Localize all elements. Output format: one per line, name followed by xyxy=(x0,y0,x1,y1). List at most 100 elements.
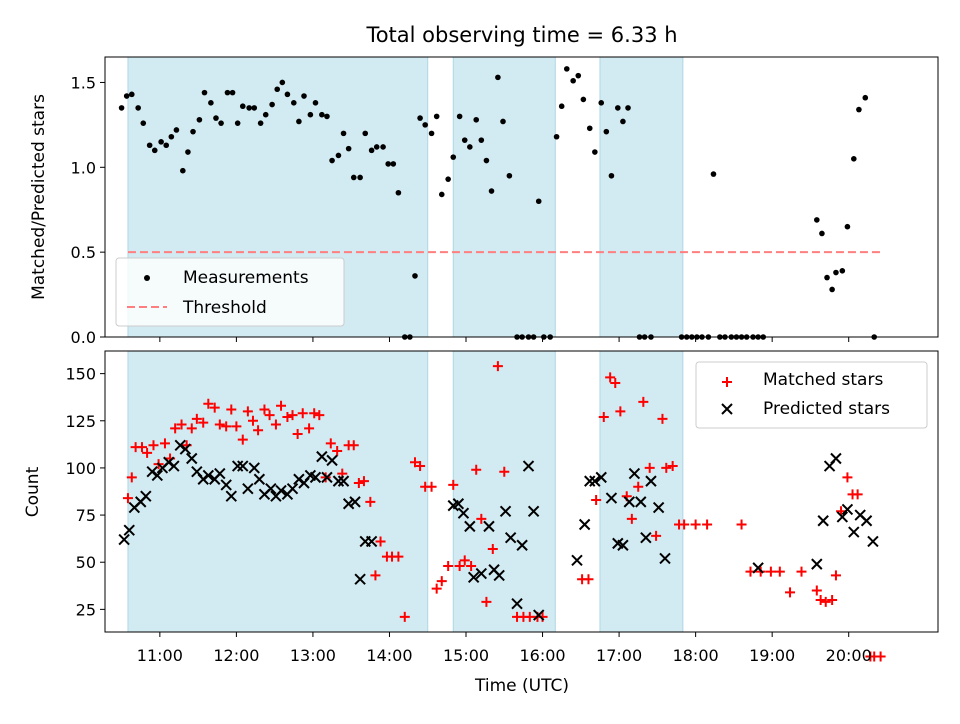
x-tick-label: 15:00 xyxy=(443,646,489,665)
predicted-star-point xyxy=(867,535,879,548)
measurement-point xyxy=(335,152,342,159)
measurement-point xyxy=(570,77,576,84)
measurement-point xyxy=(412,273,418,279)
matched-star-point xyxy=(270,419,281,430)
matched-star-point xyxy=(598,412,609,423)
matched-star-point xyxy=(583,574,594,585)
predicted-star-point xyxy=(811,558,823,570)
measurement-point xyxy=(833,269,839,276)
bottom-panel: 25 50 75 100 125 150 11:00 12:00 13:00 14:00 15:00… xyxy=(65,350,939,665)
matched-star-point xyxy=(651,530,662,541)
measurement-point xyxy=(213,115,219,121)
matched-star-point xyxy=(702,519,713,530)
predicted-star-point xyxy=(332,475,345,487)
predicted-star-point xyxy=(848,526,860,538)
measurement-point xyxy=(563,66,570,72)
predicted-star-point xyxy=(628,467,641,480)
measurement-point xyxy=(592,149,598,155)
matched-star-point xyxy=(644,462,655,473)
measurement-point xyxy=(158,139,164,145)
measurement-point xyxy=(450,154,457,160)
matched-star-point xyxy=(426,481,437,492)
measurement-point xyxy=(196,116,203,123)
measurement-point xyxy=(829,286,835,293)
bottom-y-tick-label: 125 xyxy=(65,412,96,431)
matched-star-point xyxy=(191,413,202,424)
measurement-point xyxy=(844,223,851,230)
measurement-point xyxy=(146,142,153,149)
predicted-star-point xyxy=(179,443,192,455)
matched-star-point xyxy=(209,402,220,413)
measurement-point xyxy=(385,161,391,167)
measurement-point xyxy=(456,113,463,120)
predicted-star-point xyxy=(316,450,328,463)
measurement-point xyxy=(340,130,347,137)
measurement-point xyxy=(488,188,495,194)
measurement-point xyxy=(173,127,180,133)
predicted-star-point xyxy=(584,475,596,487)
predicted-star-point xyxy=(533,609,545,621)
legend-matched-marker xyxy=(722,377,732,387)
matched-star-point xyxy=(136,442,147,453)
measurement-point xyxy=(140,120,147,126)
measurement-point xyxy=(625,105,631,111)
predicted-star-point xyxy=(659,552,671,565)
predicted-star-point xyxy=(457,507,470,519)
measurement-point xyxy=(234,120,241,126)
matched-star-point xyxy=(314,410,325,421)
predicted-star-point xyxy=(237,460,249,472)
measurement-point xyxy=(558,103,565,110)
matched-star-point xyxy=(436,576,447,587)
predicted-star-point xyxy=(516,539,528,551)
matched-star-point xyxy=(591,494,602,505)
matched-star-point xyxy=(142,447,153,458)
predicted-star-point xyxy=(309,471,322,484)
bottom-legend: Matched stars Predicted stars xyxy=(695,361,928,429)
measurement-point xyxy=(180,167,186,174)
predicted-star-point xyxy=(225,490,237,502)
measurement-point xyxy=(461,137,468,143)
legend-predicted-marker xyxy=(721,403,733,415)
measurement-point xyxy=(368,147,375,154)
measurement-point xyxy=(433,113,440,120)
predicted-star-point xyxy=(527,505,540,518)
predicted-star-point xyxy=(841,503,854,516)
measurement-point xyxy=(284,91,291,98)
top-y-tick-label: 0.0 xyxy=(71,328,96,347)
matched-star-point xyxy=(237,434,248,445)
legend-measurements-label: Measurements xyxy=(183,268,309,288)
predicted-star-point xyxy=(342,498,355,510)
matched-star-point xyxy=(231,421,242,432)
matched-star-point xyxy=(765,566,776,577)
legend-threshold-label: Threshold xyxy=(182,298,267,318)
predicted-star-point xyxy=(140,490,152,502)
chart-title: Total observing time = 6.33 h xyxy=(365,23,677,47)
matched-star-point xyxy=(481,596,492,607)
measurement-point xyxy=(467,144,473,150)
matched-star-point xyxy=(875,651,886,662)
predicted-star-point xyxy=(248,462,260,474)
bottom-y-tick-label: 100 xyxy=(65,459,96,478)
matched-star-point xyxy=(126,472,137,483)
measurement-point xyxy=(862,94,869,101)
predicted-star-point xyxy=(499,505,512,518)
matched-star-point xyxy=(615,406,626,417)
bottom-observing-window xyxy=(599,350,684,633)
predicted-star-point xyxy=(168,460,180,472)
matched-star-point xyxy=(287,410,298,421)
x-tick-label: 19:00 xyxy=(749,646,795,665)
matched-star-point xyxy=(304,423,315,434)
predicted-star-point xyxy=(186,452,198,465)
x-tick-label: 18:00 xyxy=(673,646,719,665)
matched-star-point xyxy=(375,536,386,547)
predicted-star-point xyxy=(275,484,287,497)
matched-star-point xyxy=(122,493,133,504)
matched-star-point xyxy=(811,585,822,596)
predicted-star-point xyxy=(202,469,215,482)
measurement-point xyxy=(390,161,397,167)
measurement-point xyxy=(128,91,135,98)
matched-star-point xyxy=(827,594,838,605)
top-panel: 0.0 0.5 1.0 1.5 Measurements Threshold xyxy=(71,56,939,347)
matched-star-point xyxy=(448,479,459,490)
